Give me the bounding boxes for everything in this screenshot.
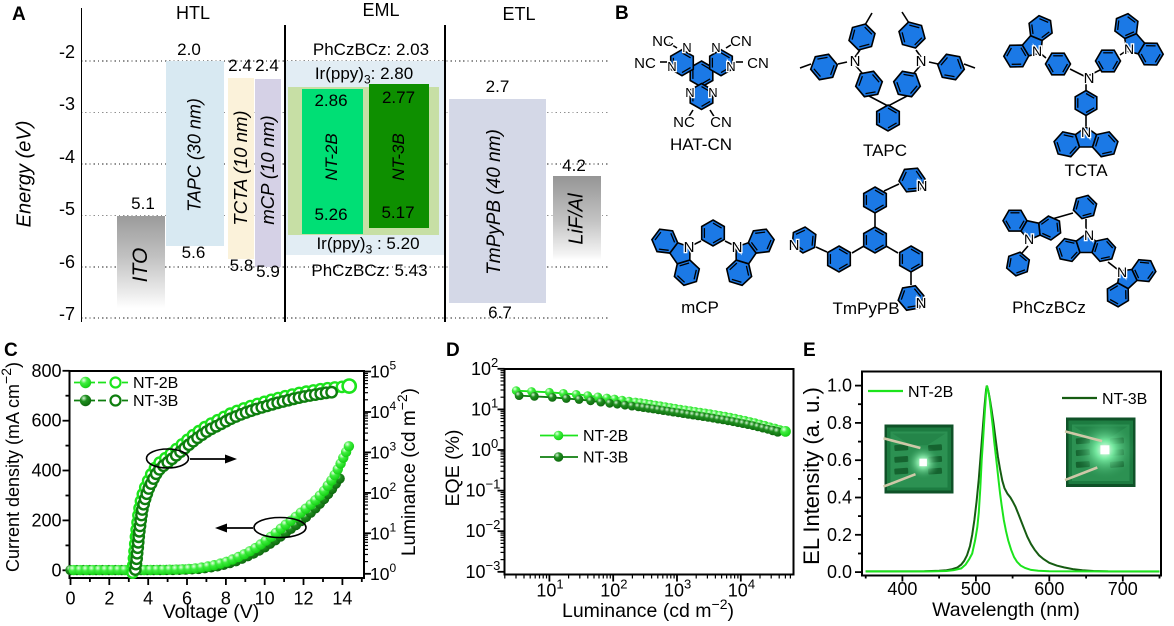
svg-text:12: 12 xyxy=(294,589,314,609)
svg-text:N: N xyxy=(708,85,717,100)
svg-text:1.0: 1.0 xyxy=(827,376,852,396)
svg-text:N: N xyxy=(1124,41,1134,57)
svg-text:CN: CN xyxy=(730,33,752,50)
svg-text:NC: NC xyxy=(673,114,695,131)
svg-text:N: N xyxy=(667,59,676,74)
svg-text:0.2: 0.2 xyxy=(827,525,852,545)
svg-text:101: 101 xyxy=(370,520,396,543)
svg-text:200: 200 xyxy=(31,510,61,530)
svg-text:NT-3B: NT-3B xyxy=(583,450,628,467)
svg-text:HAT-CN: HAT-CN xyxy=(670,135,732,154)
svg-text:101: 101 xyxy=(536,577,563,601)
svg-text:102: 102 xyxy=(370,480,396,503)
svg-text:NT-3B: NT-3B xyxy=(133,393,178,410)
svg-text:102: 102 xyxy=(471,355,498,379)
svg-text:N: N xyxy=(1032,43,1042,59)
svg-text:N: N xyxy=(684,239,695,256)
svg-text:8: 8 xyxy=(221,589,231,609)
svg-text:10: 10 xyxy=(255,589,275,609)
svg-text:N: N xyxy=(732,239,743,256)
svg-text:0.0: 0.0 xyxy=(827,562,852,582)
svg-text:0.8: 0.8 xyxy=(827,413,852,433)
svg-text:mCP: mCP xyxy=(681,298,719,317)
svg-text:700: 700 xyxy=(1108,579,1138,599)
svg-text:10−2: 10−2 xyxy=(466,517,501,541)
svg-text:104: 104 xyxy=(728,577,755,601)
svg-text:105: 105 xyxy=(370,359,396,382)
svg-text:TmPyPB: TmPyPB xyxy=(832,299,899,318)
svg-text:N: N xyxy=(1081,124,1091,140)
svg-text:102: 102 xyxy=(600,577,627,601)
svg-text:0: 0 xyxy=(65,589,75,609)
svg-text:N: N xyxy=(916,295,927,312)
svg-text:D: D xyxy=(446,340,460,361)
svg-text:101: 101 xyxy=(471,395,498,419)
svg-text:0.6: 0.6 xyxy=(827,450,852,470)
svg-text:TCTA: TCTA xyxy=(1064,161,1108,180)
svg-text:103: 103 xyxy=(370,439,396,462)
svg-text:2: 2 xyxy=(104,589,114,609)
svg-text:N: N xyxy=(1084,227,1094,243)
svg-text:6: 6 xyxy=(182,589,192,609)
svg-text:NT-2B: NT-2B xyxy=(908,384,953,401)
svg-text:N: N xyxy=(1117,264,1127,280)
svg-text:TAPC: TAPC xyxy=(863,141,907,160)
svg-text:CN: CN xyxy=(747,55,769,72)
svg-text:4: 4 xyxy=(143,589,153,609)
svg-text:N: N xyxy=(917,178,928,195)
svg-text:N: N xyxy=(850,53,861,70)
svg-text:B: B xyxy=(615,3,629,24)
svg-text:14: 14 xyxy=(332,589,352,609)
svg-text:NC: NC xyxy=(652,33,674,50)
svg-text:400: 400 xyxy=(31,461,61,481)
svg-text:Luminance (cd m−2): Luminance (cd m−2) xyxy=(394,388,420,556)
svg-text:Luminance (cd m−2): Luminance (cd m−2) xyxy=(562,596,734,622)
svg-text:E: E xyxy=(803,340,816,361)
svg-text:Current density (mA cm−2): Current density (mA cm−2) xyxy=(0,362,23,572)
svg-text:0.4: 0.4 xyxy=(827,488,852,508)
svg-text:NT-2B: NT-2B xyxy=(583,428,628,445)
svg-text:NT-3B: NT-3B xyxy=(1102,391,1147,408)
svg-text:EL Intensity (a. u.): EL Intensity (a. u.) xyxy=(799,387,824,565)
svg-text:NT-2B: NT-2B xyxy=(133,375,178,392)
svg-text:CN: CN xyxy=(710,114,732,131)
svg-text:N: N xyxy=(789,237,800,254)
svg-text:N: N xyxy=(682,40,691,55)
svg-text:Wavelength (nm): Wavelength (nm) xyxy=(932,599,1080,621)
svg-text:EQE (%): EQE (%) xyxy=(442,430,464,507)
svg-text:C: C xyxy=(4,340,18,361)
svg-text:N: N xyxy=(726,59,735,74)
svg-text:10−1: 10−1 xyxy=(466,477,501,501)
svg-text:100: 100 xyxy=(471,436,498,460)
svg-text:N: N xyxy=(1024,231,1034,247)
svg-text:500: 500 xyxy=(961,579,991,599)
svg-text:10−3: 10−3 xyxy=(466,558,501,582)
svg-text:600: 600 xyxy=(31,411,61,431)
svg-text:400: 400 xyxy=(887,579,917,599)
svg-text:NC: NC xyxy=(634,55,656,72)
svg-text:104: 104 xyxy=(370,399,396,422)
svg-text:N: N xyxy=(1084,70,1095,87)
svg-text:N: N xyxy=(685,85,694,100)
svg-text:103: 103 xyxy=(664,577,691,601)
svg-text:N: N xyxy=(711,40,720,55)
svg-text:600: 600 xyxy=(1034,579,1064,599)
svg-text:100: 100 xyxy=(370,561,396,584)
svg-text:N: N xyxy=(916,53,927,70)
svg-text:800: 800 xyxy=(31,361,61,381)
svg-text:Voltage (V): Voltage (V) xyxy=(163,601,259,623)
svg-text:PhCzBCz: PhCzBCz xyxy=(1012,298,1086,317)
svg-text:0: 0 xyxy=(51,560,61,580)
